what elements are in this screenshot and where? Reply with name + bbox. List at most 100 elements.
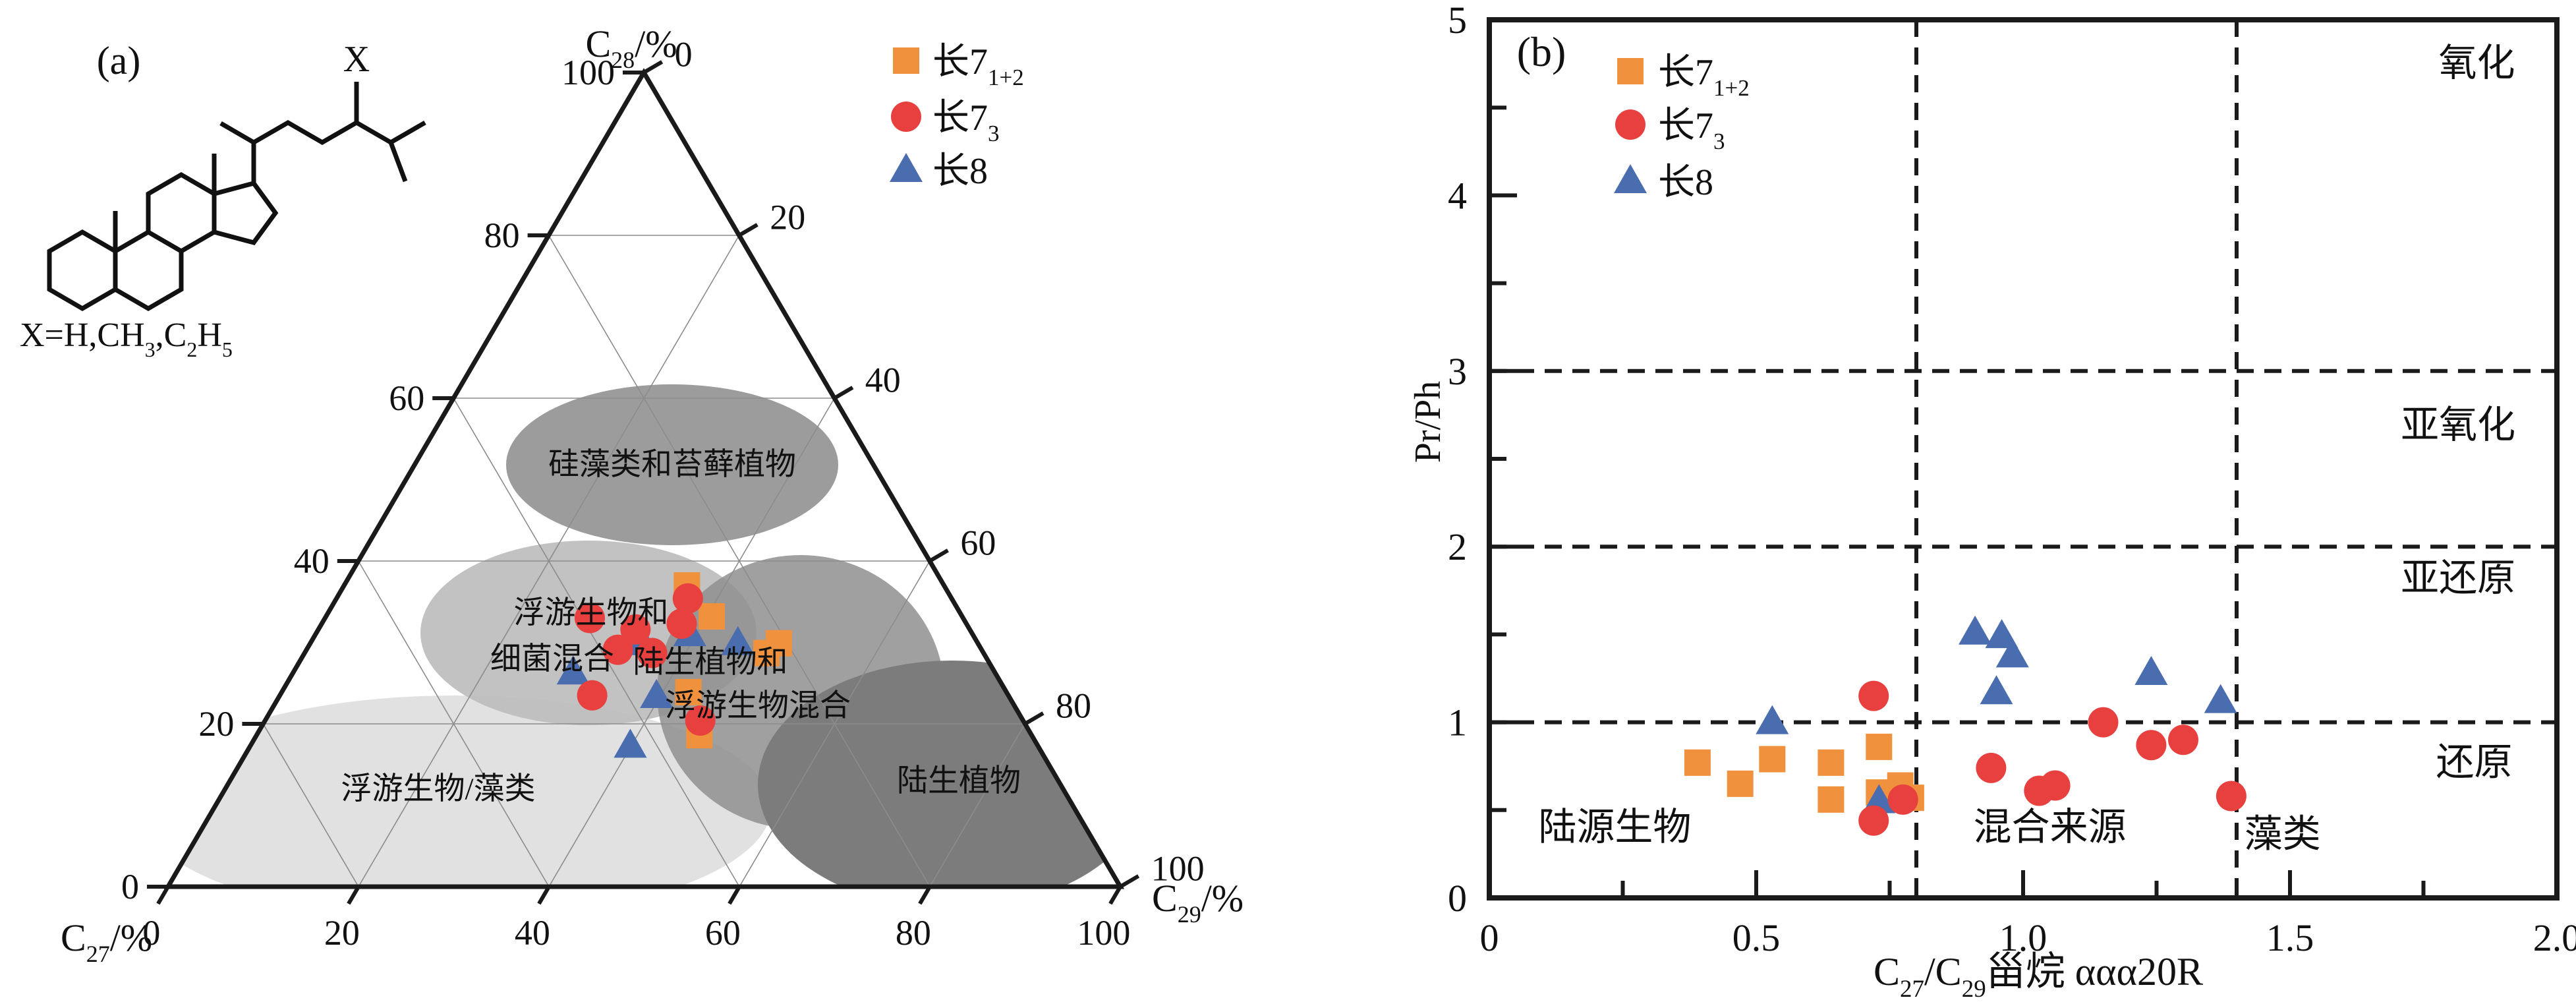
ternary-border (163, 68, 1125, 889)
panel-a-label: (a) (97, 39, 141, 82)
square-point (1617, 58, 1644, 84)
circle-point (1615, 109, 1646, 140)
axis-ticks (1489, 105, 2559, 898)
y-tick-label: 5 (1448, 0, 1467, 42)
y-tick-label: 3 (1448, 350, 1467, 393)
circle-point (2088, 707, 2119, 738)
square-point (1684, 749, 1711, 776)
triangle-point (1980, 675, 2013, 705)
ternary-bottom-tick-label: 40 (515, 913, 550, 953)
circle-point (1858, 805, 1889, 836)
square-point (698, 603, 725, 630)
ternary-left-tick-label: 0 (121, 867, 139, 906)
ternary-top-axis-title: C28/% (585, 22, 677, 73)
ternary-bottom-tick-label: 20 (324, 913, 360, 953)
ternary-bottom-tick-label: 0 (142, 913, 160, 953)
triangle-point (1959, 615, 1992, 645)
zone-label: 亚氧化 (2401, 403, 2515, 446)
sterane-side-chain (251, 119, 426, 183)
x-tick-label: 2.0 (2533, 916, 2576, 959)
region-label: 细菌混合 (490, 642, 614, 676)
ternary-right-tick-label: 100 (1151, 849, 1205, 889)
triangle-point (890, 153, 923, 182)
circle-point (891, 102, 921, 132)
legend-item-label: 长73 (1658, 105, 1725, 154)
ternary-right-tick-label: 60 (960, 523, 996, 563)
y-axis-title: Pr/Ph (1408, 381, 1448, 463)
circle-point (637, 637, 668, 668)
scatter-plot: 0 0.5 1.0 1.5 2.0 0 1 2 3 4 5 C27/C29甾烷 ααα20R Pr/Ph… (1408, 0, 2576, 1003)
ternary-plot: 000202020404040606060808080100100100C28/… (61, 22, 1244, 967)
ternary-right-tick-label: 80 (1056, 686, 1091, 726)
circle-point (1976, 752, 2007, 783)
circle-point (672, 583, 703, 614)
panel-b: (b) 0 0.5 1.0 1.5 2.0 0 1 2 3 4 5 C27/C29甾烷 ααα20R P… (1408, 0, 2576, 1003)
ternary-left-tick-label: 100 (561, 53, 615, 92)
triangle-point (1995, 638, 2029, 668)
circle-point (2168, 725, 2198, 755)
circle-point (2136, 730, 2167, 761)
sterane-ring-a (47, 229, 118, 312)
square-point (893, 47, 919, 74)
legend-item-label: 长73 (932, 98, 1000, 146)
legend-item-label: 长71+2 (932, 42, 1024, 90)
triangle-point (556, 655, 590, 685)
circle-point (666, 608, 697, 639)
ternary-ticks (147, 60, 1140, 905)
square-point (1818, 749, 1845, 776)
sterane-c20-methyl (219, 121, 255, 145)
ternary-right-tick-label: 0 (675, 35, 693, 74)
sterane-structure-diagram: X X=H,CH3,C2H5 (20, 39, 426, 361)
ternary-left-tick-label: 40 (294, 541, 329, 581)
region-label: 浮游生物和 (514, 596, 669, 630)
panel-a: (a) X X=H,CH3,C2H5 000202020404040606060… (20, 22, 1244, 967)
x-tick-label: 1.5 (2266, 916, 2314, 959)
y-tick-label: 4 (1448, 174, 1467, 217)
region-ellipse (506, 384, 838, 545)
y-tick-label: 1 (1448, 701, 1467, 744)
dashed-reference-lines (1489, 20, 2557, 898)
ternary-left-tick-label: 80 (484, 216, 520, 255)
sterane-caption: X=H,CH3,C2H5 (20, 316, 233, 361)
y-tick-label: 0 (1448, 877, 1467, 920)
zone-label: 亚还原 (2401, 556, 2515, 599)
region-label: 陆生植物 (897, 764, 1021, 798)
ternary-left-tick-label: 60 (389, 378, 424, 418)
zone-label: 混合来源 (1973, 806, 2126, 848)
region-label: 陆生植物和 (633, 645, 788, 680)
x-tick-label: 0.5 (1732, 916, 1781, 959)
triangle-point (1614, 164, 1647, 193)
zone-label: 氧化 (2438, 42, 2515, 84)
panel-b-label: (b) (1517, 28, 1566, 75)
square-point (1866, 733, 1893, 760)
region-label: 硅藻类和苔藓植物 (548, 448, 796, 482)
region-ellipse (168, 695, 771, 887)
ternary-right-tick-label: 20 (770, 198, 805, 237)
plot-border (1487, 17, 2560, 901)
triangle-point (721, 626, 755, 655)
ternary-bottom-tick-label: 60 (705, 913, 741, 953)
x-tick-label: 1.0 (1999, 916, 2047, 959)
ternary-bottom-left-axis-title: C27/% (61, 916, 152, 967)
sterane-ring-b (114, 229, 184, 312)
sterane-c25-methyl (388, 141, 408, 183)
triangle-point (2204, 684, 2237, 713)
legend-item-label: 长8 (932, 151, 988, 192)
square-point (765, 630, 792, 657)
sterane-ring-c (146, 171, 217, 254)
circle-point (1887, 784, 1918, 815)
circle-point (1858, 680, 1889, 711)
triangle-point (1756, 705, 1789, 734)
ternary-bottom-right-axis-title: C29/% (1152, 877, 1244, 928)
circle-point (620, 614, 651, 645)
triangle-point (640, 679, 673, 709)
x-axis-title: C27/C29甾烷 ααα20R (1874, 950, 2203, 1003)
circle-point (577, 680, 608, 711)
circle-point (2216, 781, 2247, 812)
ternary-left-tick-label: 20 (198, 704, 234, 744)
sterane-ring-d (214, 181, 279, 245)
